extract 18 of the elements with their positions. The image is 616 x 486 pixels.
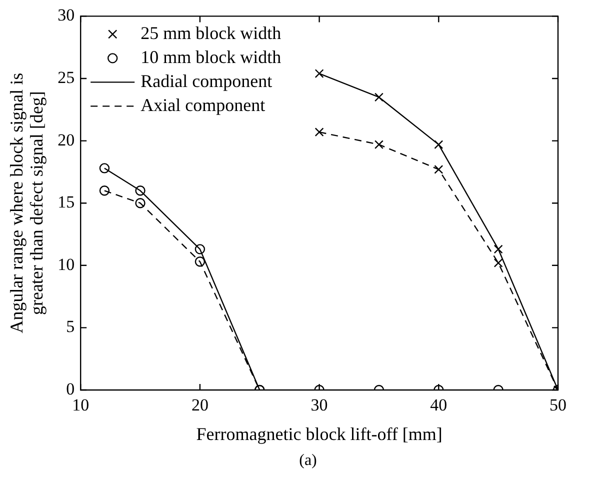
legend-label: 25 mm block width (140, 22, 282, 43)
y-tick-label: 30 (58, 6, 75, 25)
y-tick-label: 0 (66, 379, 75, 398)
x-tick-label: 20 (191, 396, 208, 415)
x-tick-label: 40 (430, 396, 448, 415)
legend-label: Axial component (140, 94, 266, 115)
x-tick-label: 50 (550, 396, 566, 415)
x-axis-title: Ferromagnetic block lift-off [mm] (196, 424, 442, 444)
y-tick-label: 25 (58, 68, 75, 87)
legend-label: Radial component (140, 70, 272, 91)
y-tick-label: 15 (58, 192, 75, 212)
y-axis-title: Angular range where block signal is greater than defect signal [deg] (6, 72, 46, 334)
y-tick-label: 20 (58, 130, 75, 150)
text: (a) (298, 452, 318, 470)
x-tick-label: 30 (310, 396, 328, 415)
legend-label: 10 mm block width (140, 46, 282, 67)
y-tick-label: 10 (58, 254, 75, 274)
y-tick-label: 5 (66, 317, 75, 336)
